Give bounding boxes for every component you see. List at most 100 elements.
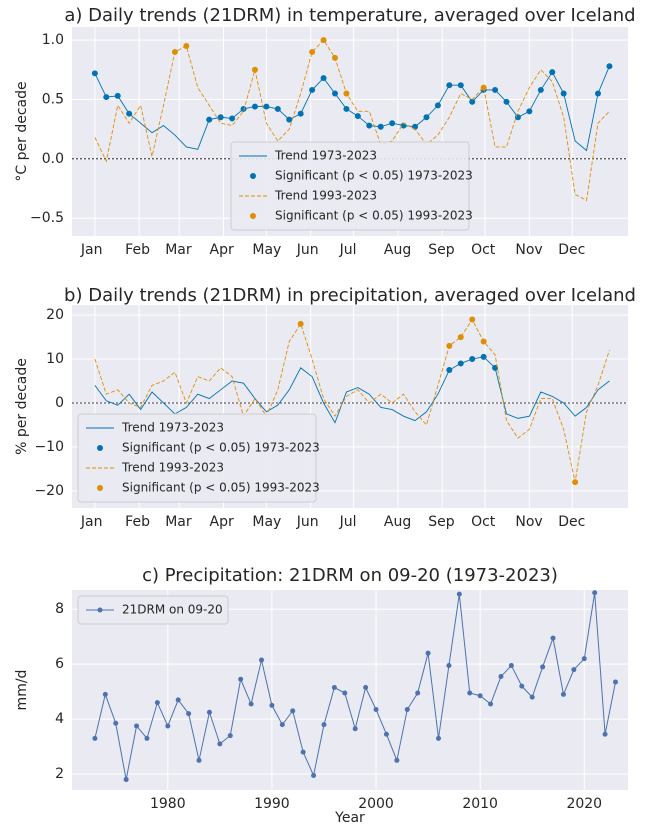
- significant-point: [480, 84, 487, 91]
- significant-point: [492, 364, 499, 371]
- trend-line: [94, 39, 610, 202]
- significant-point: [126, 110, 133, 117]
- data-point: [540, 664, 546, 670]
- legend-label: Trend 1973-2023: [121, 421, 224, 435]
- significant-point: [274, 105, 281, 112]
- data-point: [550, 635, 556, 641]
- y-tick-label: 20: [46, 307, 64, 323]
- data-point: [352, 726, 358, 732]
- significant-point: [206, 116, 213, 123]
- data-point: [456, 591, 462, 597]
- significant-point: [217, 114, 224, 121]
- x-tick-label: Nov: [515, 242, 542, 258]
- chart-title: b) Daily trends (21DRM) in precipitation…: [64, 285, 636, 306]
- data-point: [300, 749, 306, 755]
- significant-point: [480, 353, 487, 360]
- chart-title: c) Precipitation: 21DRM on 09-20 (1973-2…: [142, 565, 558, 586]
- significant-point: [457, 334, 464, 341]
- x-tick-label: 2000: [358, 796, 394, 812]
- significant-point: [457, 82, 464, 89]
- data-point: [279, 722, 285, 728]
- x-tick-label: Feb: [125, 242, 150, 258]
- data-point: [342, 690, 348, 696]
- data-point: [415, 690, 421, 696]
- significant-point: [297, 110, 304, 117]
- significant-point: [263, 103, 270, 110]
- data-point: [373, 707, 379, 713]
- x-tick-label: Aug: [384, 242, 411, 258]
- data-point: [613, 679, 619, 685]
- significant-point: [377, 123, 384, 130]
- x-tick-label: Jan: [80, 242, 103, 258]
- legend-label: 21DRM on 09-20: [122, 603, 223, 617]
- significant-point: [286, 116, 293, 123]
- data-point: [477, 693, 483, 699]
- significant-point: [251, 66, 258, 73]
- data-point: [165, 723, 171, 729]
- legend-swatch: [250, 173, 256, 179]
- data-point: [186, 711, 192, 717]
- legend: 21DRM on 09-20: [77, 595, 229, 625]
- legend: Trend 1973-2023 Significant (p < 0.05) 19…: [77, 413, 320, 503]
- data-point: [248, 701, 254, 707]
- significant-point: [251, 103, 258, 110]
- x-tick-label: Nov: [515, 514, 542, 530]
- significant-point: [469, 98, 476, 105]
- data-point: [311, 772, 317, 778]
- x-tick-label: 1980: [150, 796, 186, 812]
- significant-point: [91, 70, 98, 77]
- significant-point: [366, 122, 373, 129]
- significant-point: [297, 320, 304, 327]
- significant-point: [469, 316, 476, 323]
- data-point: [227, 733, 233, 739]
- legend-box: [77, 595, 229, 625]
- data-point: [404, 707, 410, 713]
- y-tick-label: 1.0: [42, 32, 64, 48]
- data-point: [321, 722, 327, 728]
- significant-point: [423, 114, 430, 121]
- significant-point: [309, 86, 316, 93]
- significant-point: [572, 479, 579, 486]
- y-tick-label: 2: [55, 766, 64, 782]
- y-axis-label: mm/d: [14, 670, 30, 711]
- x-tick-label: Aug: [384, 514, 411, 530]
- data-point: [560, 691, 566, 697]
- legend-label: Trend 1993-2023: [121, 461, 224, 475]
- significant-point: [331, 90, 338, 97]
- y-tick-label: 8: [55, 601, 64, 617]
- data-point: [425, 650, 431, 656]
- significant-point: [503, 98, 510, 105]
- x-tick-label: Dec: [558, 242, 585, 258]
- data-point: [134, 723, 140, 729]
- legend-swatch: [97, 607, 103, 613]
- data-point: [331, 685, 337, 691]
- y-tick-label: 6: [55, 656, 64, 672]
- y-tick-label: 4: [55, 711, 64, 727]
- data-point: [571, 667, 577, 673]
- x-tick-label: May: [252, 514, 281, 530]
- significant-point: [469, 356, 476, 363]
- trend-line: [94, 318, 610, 483]
- data-point: [519, 683, 525, 689]
- significant-point: [446, 342, 453, 349]
- y-tick-label: −20: [34, 483, 64, 499]
- data-point: [269, 702, 275, 708]
- significant-point: [480, 338, 487, 345]
- legend-box: [230, 141, 470, 231]
- significant-point: [171, 48, 178, 55]
- significant-point: [331, 54, 338, 61]
- data-point: [92, 735, 98, 741]
- data-point: [154, 700, 160, 706]
- legend-swatch: [97, 485, 103, 491]
- data-point: [175, 697, 181, 703]
- y-tick-label: −0.5: [30, 210, 64, 226]
- data-point: [508, 663, 514, 669]
- y-axis-label: °C per decade: [14, 81, 30, 181]
- legend-label: Significant (p < 0.05) 1973-2023: [275, 169, 473, 183]
- x-tick-label: Jul: [339, 514, 357, 530]
- y-tick-label: 0: [55, 395, 64, 411]
- legend-label: Trend 1993-2023: [274, 189, 377, 203]
- data-point: [113, 720, 119, 726]
- data-point: [436, 735, 442, 741]
